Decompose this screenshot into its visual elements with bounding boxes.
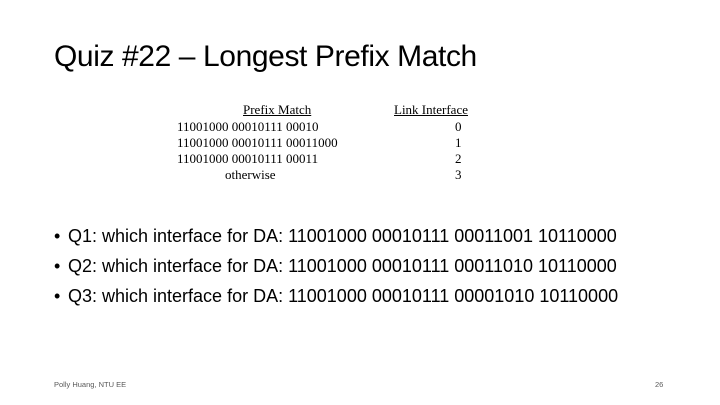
prefix-cell: 11001000 00010111 00011 xyxy=(177,151,319,166)
footer-author: Polly Huang, NTU EE xyxy=(54,380,127,389)
table-row: 11001000 00010111 00011 2 xyxy=(0,151,720,167)
header-prefix-match: Prefix Match xyxy=(243,102,312,117)
prefix-cell: 11001000 00010111 00010 xyxy=(177,119,319,134)
interface-cell: 2 xyxy=(455,151,462,166)
question-text: Q3: which interface for DA: 11001000 000… xyxy=(68,286,619,306)
table-row: 11001000 00010111 00010 0 xyxy=(0,119,720,135)
slide-number: 26 xyxy=(655,380,664,389)
header-link-interface: Link Interface xyxy=(394,102,468,117)
interface-cell: 1 xyxy=(455,135,462,150)
bullet-icon: • xyxy=(54,256,61,276)
prefix-cell: otherwise xyxy=(225,167,276,182)
list-item: • Q2: which interface for DA: 11001000 0… xyxy=(54,251,618,281)
interface-cell: 3 xyxy=(455,167,462,182)
interface-cell: 0 xyxy=(455,119,462,134)
table-row: 11001000 00010111 00011000 1 xyxy=(0,135,720,151)
forwarding-table: Prefix Match Link Interface 11001000 000… xyxy=(0,102,720,187)
bullet-icon: • xyxy=(54,226,61,246)
question-text: Q2: which interface for DA: 11001000 000… xyxy=(68,256,617,276)
bullet-icon: • xyxy=(54,286,61,306)
list-item: • Q1: which interface for DA: 11001000 0… xyxy=(54,221,618,251)
list-item: • Q3: which interface for DA: 11001000 0… xyxy=(54,281,618,311)
question-list: • Q1: which interface for DA: 11001000 0… xyxy=(54,221,618,311)
table-row: otherwise 3 xyxy=(0,167,720,183)
question-text: Q1: which interface for DA: 11001000 000… xyxy=(68,226,617,246)
slide-title: Quiz #22 – Longest Prefix Match xyxy=(54,40,477,73)
prefix-cell: 11001000 00010111 00011000 xyxy=(177,135,338,150)
